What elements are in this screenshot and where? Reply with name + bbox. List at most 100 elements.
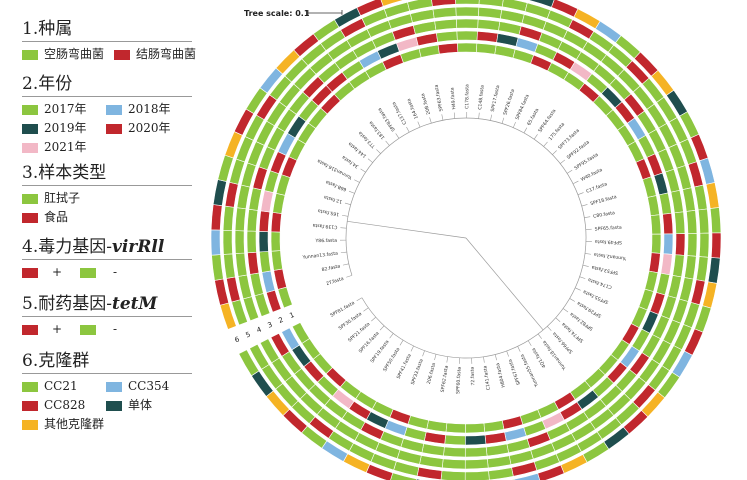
tree-branches (340, 111, 592, 364)
ring-1-segment (494, 45, 516, 59)
leaf-branch (389, 333, 394, 339)
leaf-label: C139.fasta (312, 222, 337, 230)
ring-4-segment (234, 207, 247, 232)
color-swatch (106, 400, 122, 411)
divider (22, 96, 192, 97)
color-swatch (80, 267, 96, 278)
leaf-label: C80.fasta (593, 210, 616, 220)
legend-resistance-items: + - (22, 321, 212, 338)
ring-1-segment (437, 42, 459, 55)
ring-5-segment (455, 0, 480, 5)
ring-5-segment (694, 184, 708, 211)
legend-label: 2017年 (44, 102, 87, 116)
ring-number-label: 3 (267, 321, 274, 330)
legend-label: 其他克隆群 (44, 417, 105, 431)
leaf-branch (376, 149, 381, 154)
ring-2-segment (663, 233, 674, 255)
legend-item: 单体 (106, 397, 152, 414)
ring-3-segment (249, 272, 264, 297)
legend-item: 2019年 (22, 120, 96, 137)
ring-3-segment (485, 443, 509, 457)
ring-4-segment (682, 187, 696, 212)
leaf-label: H49.fasta (449, 87, 457, 110)
legend-label: 食品 (44, 210, 69, 224)
ring-1-segment (271, 250, 283, 271)
leaf-label: 12.fasta (323, 194, 343, 205)
ring-3-segment (246, 230, 257, 254)
ring-4-segment (487, 455, 512, 469)
ring-3-segment (498, 21, 522, 36)
leaf-label: TT3.fasta (357, 130, 377, 150)
ring-3-segment (506, 438, 531, 454)
leaf-branch (354, 179, 360, 183)
ring-2-segment (496, 33, 519, 47)
legend-item: CC21 (22, 378, 96, 395)
ring-3-segment (456, 18, 479, 29)
ring-1-segment (465, 422, 486, 434)
legend-clone-row: CC21 CC354 (22, 378, 212, 395)
leaf-label: 16S.fasta (317, 207, 340, 217)
ring-4-segment (432, 6, 457, 19)
legend-species-title: 1.种属 (22, 19, 73, 39)
ring-1-segment (483, 420, 505, 433)
leaf-branch (517, 346, 521, 352)
ring-6-segment (707, 257, 721, 284)
legend-virulence-items: + - (22, 264, 212, 281)
leaf-label: 206.fasta (426, 362, 437, 385)
leaf-branch (579, 276, 586, 279)
leaf-branch (572, 180, 579, 185)
leaf-branch (406, 126, 410, 133)
ring-1-segment (275, 174, 291, 196)
ring-5-segment (224, 181, 239, 208)
ring-1-segment (648, 252, 661, 274)
leaf-branch (543, 141, 548, 147)
color-swatch (22, 381, 38, 392)
leaf-branch (584, 216, 591, 219)
legend-item: 2021年 (22, 139, 87, 156)
legend-sample-title: 3.样本类型 (22, 163, 107, 183)
leaf-branch (582, 264, 589, 267)
leaf-label: SPF53.fasta (591, 264, 619, 276)
legend-label: 空肠弯曲菌 (44, 47, 105, 61)
leaf-label: SPF33.fasta (410, 358, 425, 386)
ring-5-segment (501, 0, 528, 12)
leaf-label: 2T.fasta (325, 276, 344, 287)
ring-1-segment (273, 268, 287, 290)
tree-scale-label: Tree scale: 0.1 (244, 9, 310, 18)
ring-4-segment (396, 449, 422, 465)
ring-3-segment (674, 211, 686, 235)
legend-label: + (51, 265, 63, 279)
ring-1-segment (445, 422, 466, 434)
legend-year-row: 2019年 2020年 (22, 120, 212, 137)
leaf-branch (371, 316, 377, 322)
ring-6-segment (210, 229, 221, 256)
ring-5-segment (407, 0, 433, 12)
leaf-label: SPF84.fasta (514, 93, 530, 120)
ring-5-segment (222, 229, 233, 255)
ring-2-segment (260, 190, 274, 213)
ring-5-segment (226, 276, 241, 303)
legend-label: 单体 (128, 398, 153, 412)
ring-5-segment (222, 205, 235, 231)
ring-6-segment (710, 232, 722, 259)
leaf-label: C178.fasta (464, 84, 470, 109)
leaf-branch (577, 192, 584, 195)
color-swatch (22, 324, 38, 335)
leaf-label: 183.fasta (368, 120, 387, 141)
divider (22, 41, 192, 42)
ring-5-segment (440, 470, 466, 480)
ring-6-segment (212, 179, 227, 207)
ring-1-segment (651, 233, 662, 254)
ring-1-segment (512, 48, 535, 64)
legend-label: CC354 (128, 379, 170, 393)
ring-2-segment (444, 434, 466, 446)
ring-3-segment (675, 233, 686, 256)
leaf-label: SPF18.fasta (590, 194, 618, 207)
color-swatch (106, 381, 122, 392)
divider (22, 185, 192, 186)
gene-name: tetM (111, 294, 158, 314)
ring-1-segment (457, 42, 478, 53)
ring-1-segment (272, 192, 286, 214)
leaf-branch (527, 340, 532, 346)
ring-5-segment (249, 343, 270, 370)
